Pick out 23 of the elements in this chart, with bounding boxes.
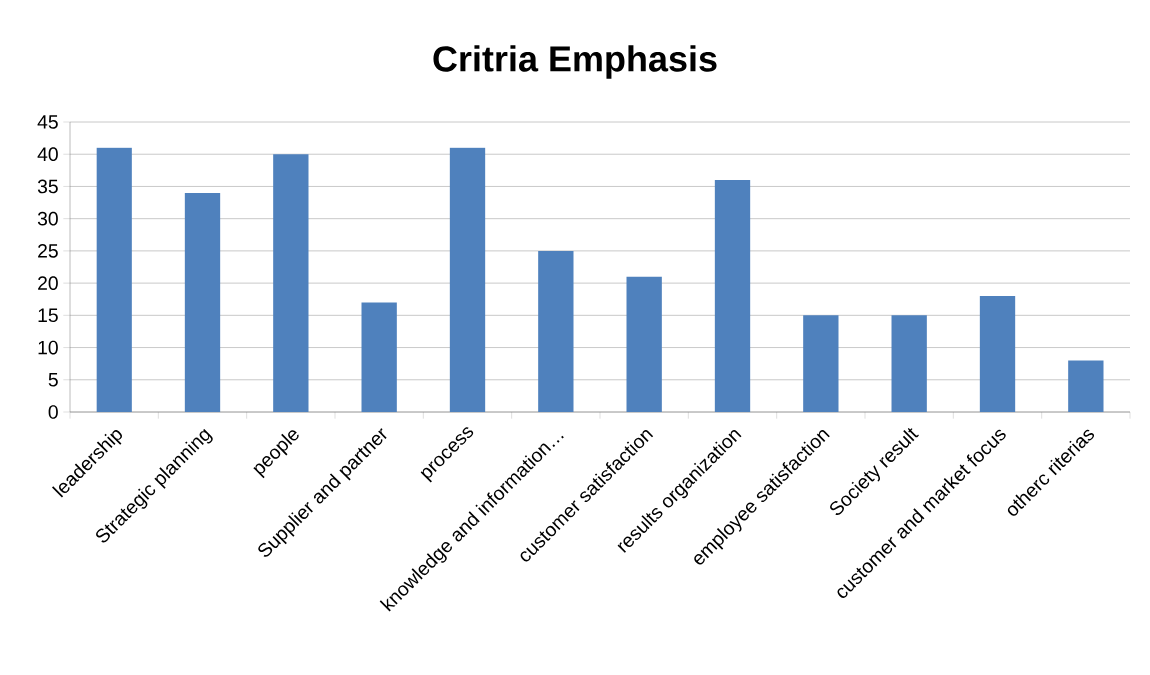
y-tick-label: 10 bbox=[38, 340, 58, 355]
y-tick-label: 45 bbox=[37, 115, 58, 129]
bar bbox=[273, 154, 309, 412]
chart-title: Critria Emphasis bbox=[433, 45, 717, 79]
y-tick-label: 5 bbox=[48, 373, 58, 387]
bar bbox=[538, 250, 574, 412]
y-tick-label: 35 bbox=[37, 179, 58, 194]
bar bbox=[803, 315, 839, 412]
bar bbox=[1068, 360, 1104, 412]
bar bbox=[891, 315, 927, 412]
bar bbox=[96, 147, 132, 412]
bar bbox=[714, 180, 751, 412]
y-tick-label: 25 bbox=[38, 244, 58, 258]
y-tick-label: 20 bbox=[38, 276, 58, 290]
bar bbox=[626, 276, 662, 412]
y-tick-label: 40 bbox=[37, 147, 58, 162]
bar bbox=[449, 147, 486, 412]
y-tick-label: 15 bbox=[38, 308, 58, 323]
y-tick-label: 30 bbox=[37, 211, 58, 226]
bar bbox=[979, 296, 1016, 412]
y-tick-label: 0 bbox=[48, 405, 58, 419]
bar bbox=[361, 302, 397, 412]
bar bbox=[184, 192, 221, 412]
